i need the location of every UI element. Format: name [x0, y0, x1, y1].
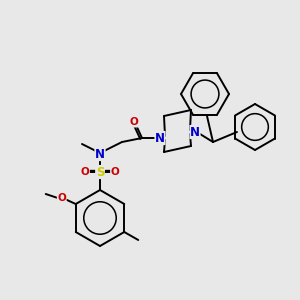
- Text: N: N: [95, 148, 105, 160]
- Text: N: N: [155, 131, 165, 145]
- Text: O: O: [81, 167, 89, 177]
- Text: O: O: [111, 167, 119, 177]
- Text: N: N: [190, 125, 200, 139]
- Text: O: O: [130, 117, 138, 127]
- Text: S: S: [96, 166, 104, 178]
- Text: O: O: [57, 193, 66, 203]
